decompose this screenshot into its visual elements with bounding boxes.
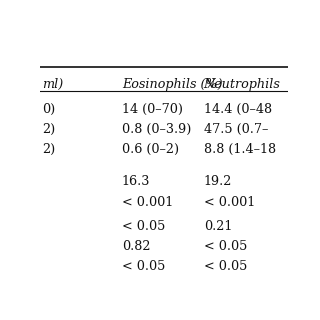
Text: Eosinophils (%): Eosinophils (%)	[122, 78, 222, 91]
Text: 14.4 (0–48: 14.4 (0–48	[204, 102, 272, 116]
Text: ml): ml)	[43, 78, 64, 91]
Text: < 0.05: < 0.05	[204, 240, 247, 253]
Text: Neutrophils: Neutrophils	[204, 78, 281, 91]
Text: < 0.05: < 0.05	[122, 220, 165, 233]
Text: 16.3: 16.3	[122, 175, 150, 188]
Text: < 0.05: < 0.05	[204, 260, 247, 273]
Text: 2): 2)	[43, 143, 56, 156]
Text: 0.82: 0.82	[122, 240, 150, 253]
Text: 47.5 (0.7–: 47.5 (0.7–	[204, 123, 268, 136]
Text: 19.2: 19.2	[204, 175, 232, 188]
Text: 0.21: 0.21	[204, 220, 232, 233]
Text: 14 (0–70): 14 (0–70)	[122, 102, 183, 116]
Text: 8.8 (1.4–18: 8.8 (1.4–18	[204, 143, 276, 156]
Text: < 0.001: < 0.001	[204, 196, 255, 209]
Text: < 0.001: < 0.001	[122, 196, 173, 209]
Text: 0.8 (0–3.9): 0.8 (0–3.9)	[122, 123, 191, 136]
Text: 0.6 (0–2): 0.6 (0–2)	[122, 143, 179, 156]
Text: 2): 2)	[43, 123, 56, 136]
Text: < 0.05: < 0.05	[122, 260, 165, 273]
Text: 0): 0)	[43, 102, 56, 116]
